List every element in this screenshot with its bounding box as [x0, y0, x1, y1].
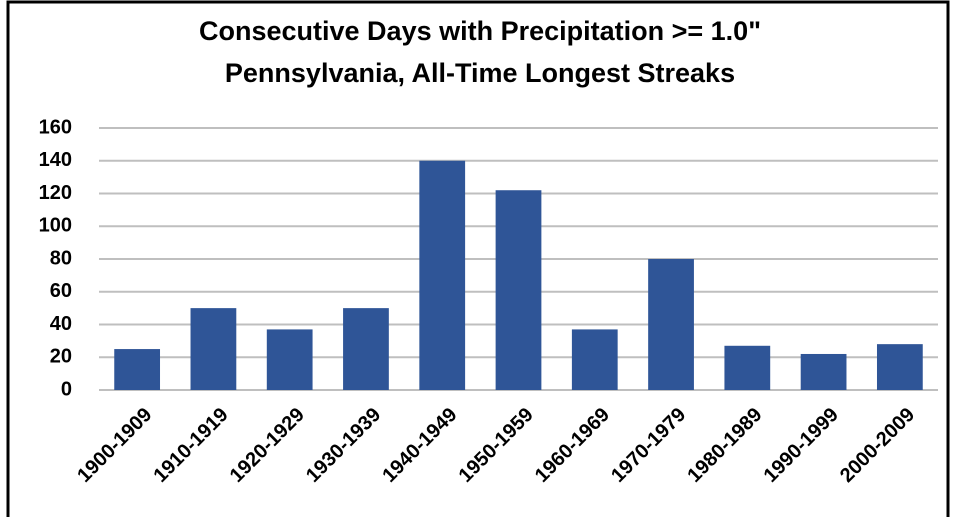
x-tick-label: 1990-1999: [760, 404, 843, 487]
bar: [571, 329, 618, 390]
y-tick-label: 160: [39, 116, 72, 138]
bar: [266, 329, 313, 390]
y-tick-label: 0: [61, 378, 72, 400]
x-tick-label: 1980-1989: [683, 404, 766, 487]
x-tick-label: 1930-1939: [302, 404, 385, 487]
chart-title: Consecutive Days with Precipitation >= 1…: [199, 16, 761, 46]
y-tick-label: 40: [50, 313, 72, 335]
y-tick-label: 140: [39, 149, 72, 171]
x-tick-label: 1940-1949: [378, 404, 461, 487]
frame: [6, 0, 950, 517]
y-tick-label: 80: [50, 247, 72, 269]
bar: [495, 190, 542, 390]
chart-subtitle: Pennsylvania, All-Time Longest Streaks: [225, 58, 735, 88]
bar: [114, 349, 161, 390]
bar: [800, 353, 847, 390]
bar: [419, 160, 466, 390]
x-tick-label: 2000-2009: [836, 404, 919, 487]
bar: [190, 308, 237, 390]
bar: [343, 308, 389, 390]
y-tick-label: 120: [39, 182, 72, 204]
y-tick-label: 60: [50, 280, 72, 302]
bar: [876, 344, 923, 390]
y-tick-label: 100: [39, 215, 72, 237]
x-tick-label: 1910-1919: [149, 404, 232, 487]
y-tick-label: 20: [50, 346, 72, 368]
x-tick-label: 1970-1979: [607, 404, 690, 487]
x-tick-label: 1900-1909: [73, 404, 156, 487]
bar: [648, 259, 694, 390]
bar: [724, 345, 771, 390]
x-tick-label: 1950-1959: [455, 404, 538, 487]
x-tick-label: 1920-1929: [226, 404, 309, 487]
x-tick-label: 1960-1969: [531, 404, 614, 487]
